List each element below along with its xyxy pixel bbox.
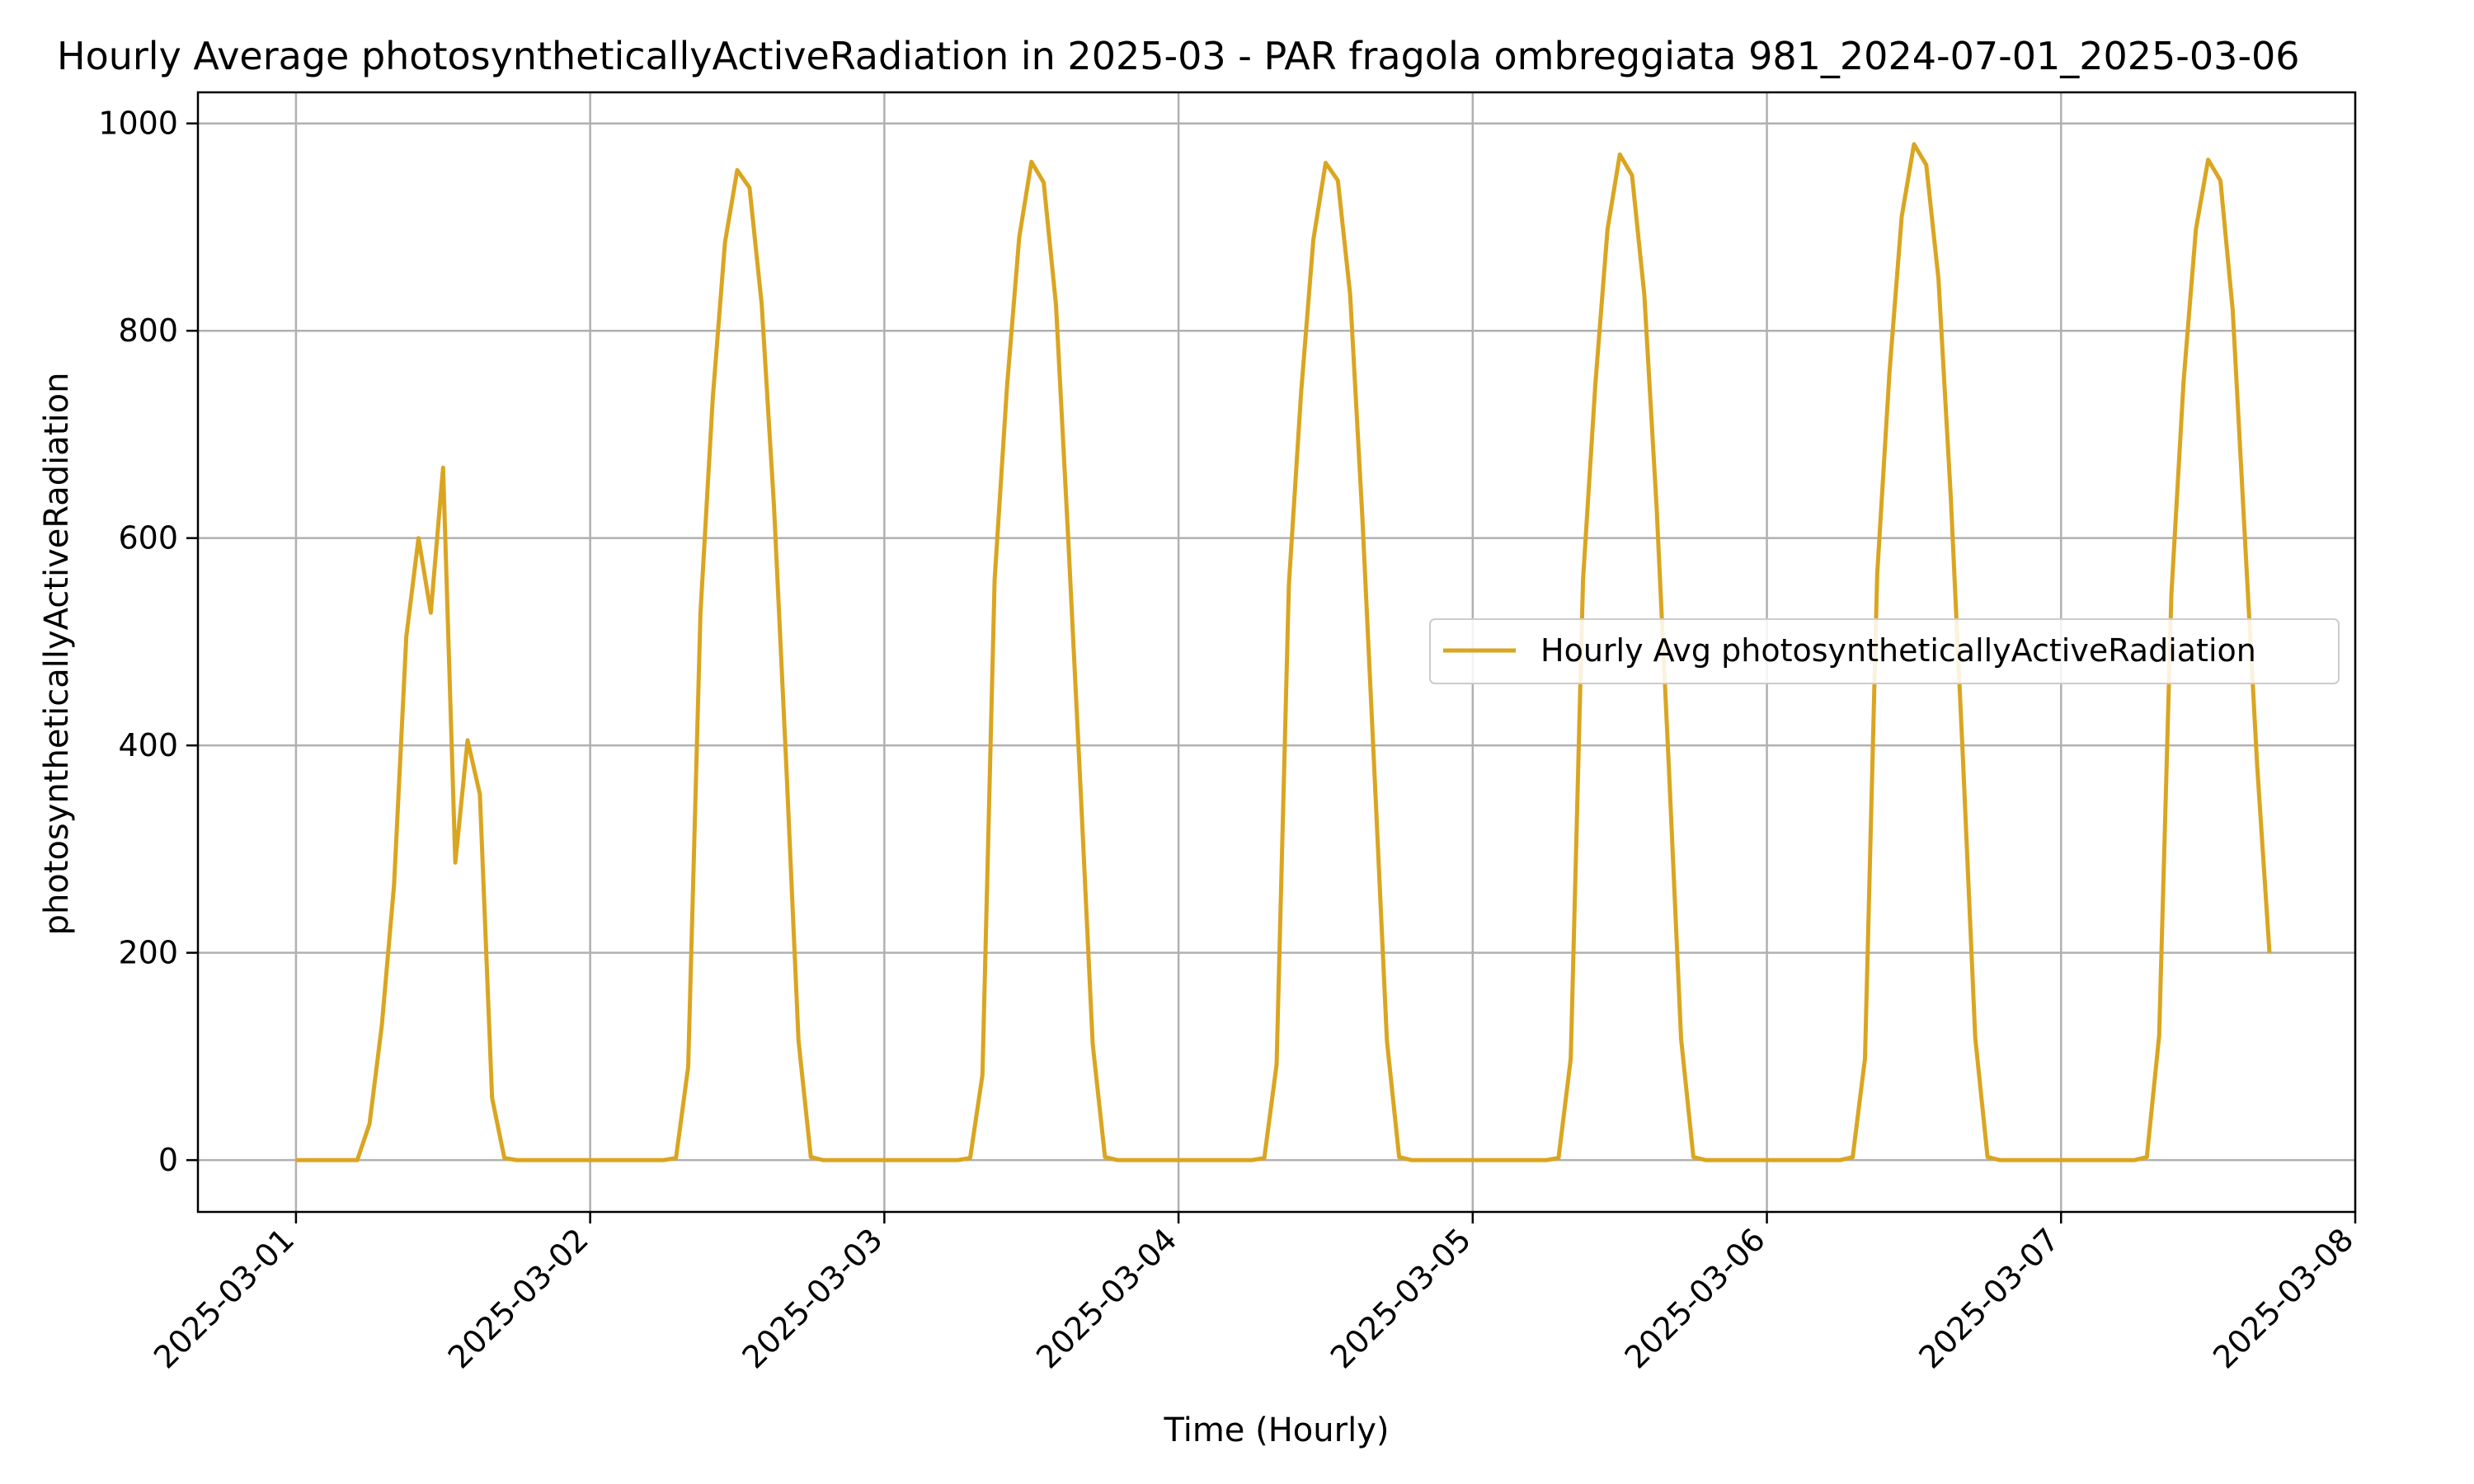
x-axis-label: Time (Hourly): [1164, 1411, 1390, 1449]
legend-label: Hourly Avg photosyntheticallyActiveRadia…: [1540, 632, 2256, 669]
y-tick-label: 400: [118, 727, 178, 763]
legend: Hourly Avg photosyntheticallyActiveRadia…: [1429, 618, 2340, 684]
y-tick-label: 200: [118, 935, 178, 971]
series-line: [295, 142, 2272, 1162]
y-tick-label: 1000: [98, 106, 178, 142]
series-layer: [295, 142, 2272, 1162]
plot-frame: [196, 91, 2357, 1214]
y-tick-label: 0: [158, 1142, 178, 1178]
legend-box: [1429, 618, 2340, 684]
y-axis: 0 200 400 600 800 1000: [98, 106, 198, 1178]
chart-title: Hourly Average photosyntheticallyActiveR…: [57, 34, 2300, 78]
y-tick-label: 600: [118, 520, 178, 556]
y-tick-label: 800: [118, 312, 178, 349]
y-axis-label: photosyntheticallyActiveRadiation: [38, 373, 76, 936]
